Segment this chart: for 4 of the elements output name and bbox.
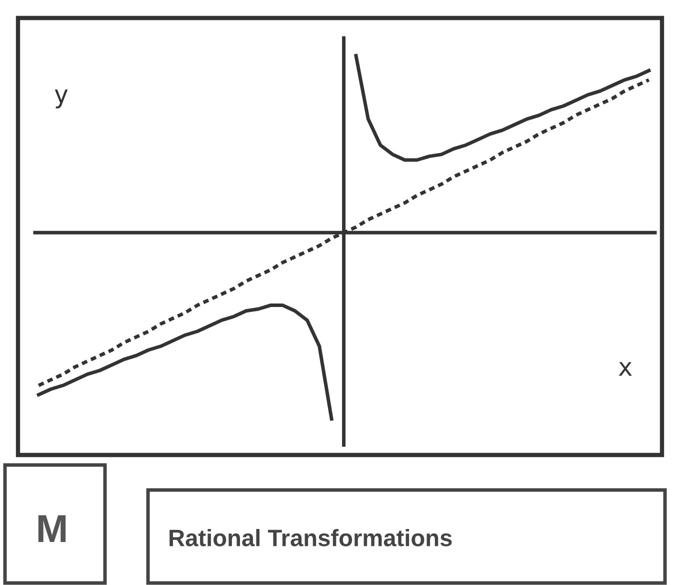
x-axis-title: x bbox=[618, 362, 632, 376]
y-axis-title: y bbox=[54, 89, 68, 108]
text: Rational Transformations bbox=[170, 528, 452, 546]
text: M bbox=[38, 515, 66, 542]
